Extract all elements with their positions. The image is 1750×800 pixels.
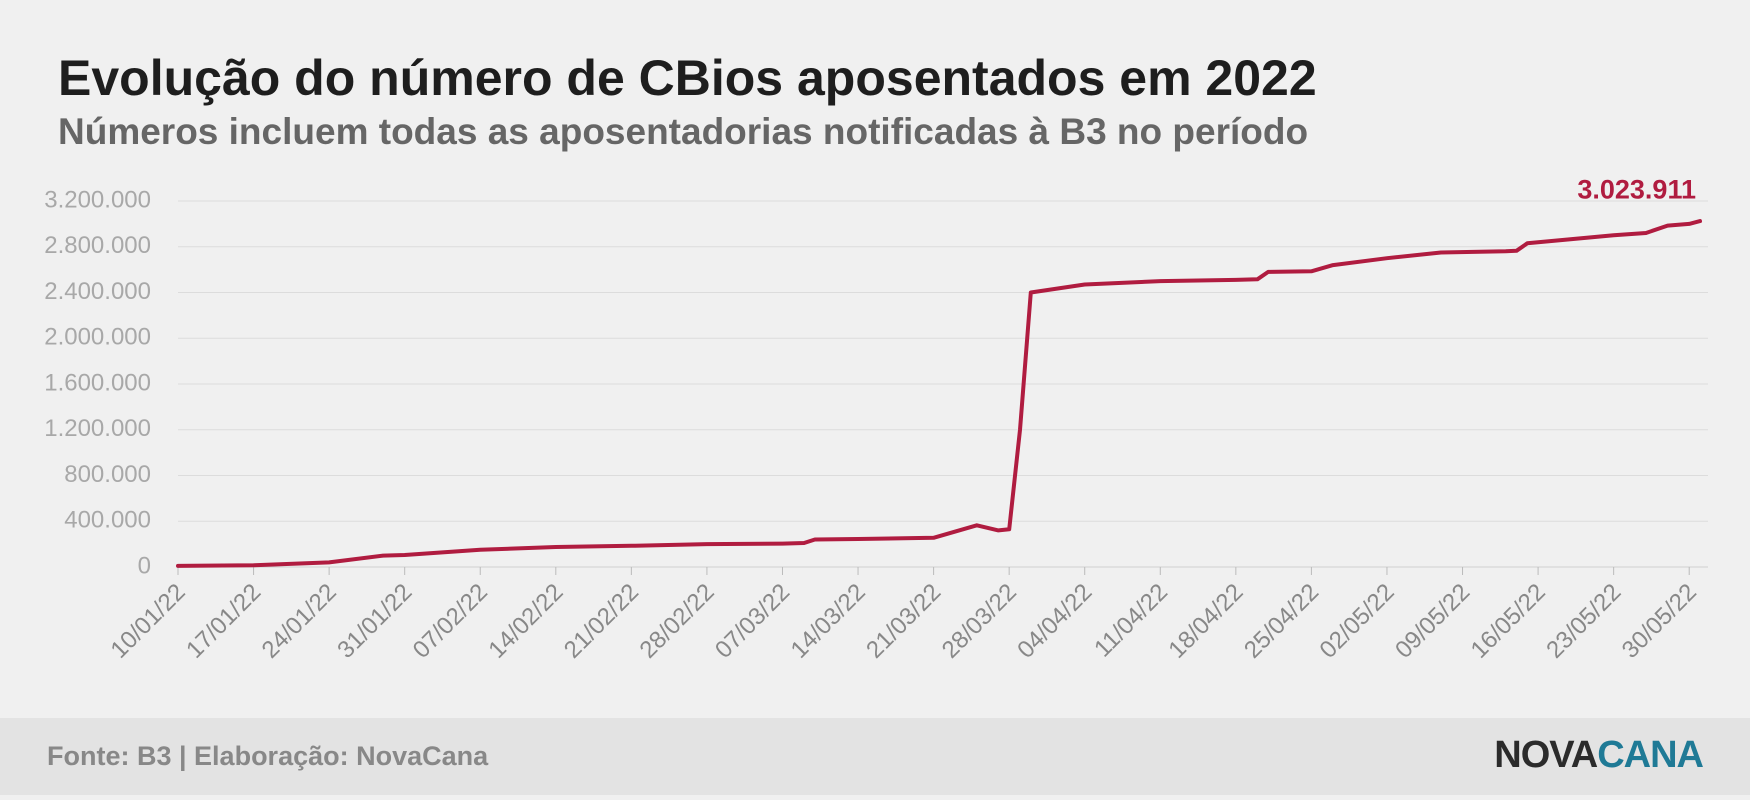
y-tick-label: 1.200.000 [44,415,151,442]
y-tick-label: 800.000 [64,461,151,488]
y-tick-label: 3.200.000 [44,186,151,213]
chart-title: Evolução do número de CBios aposentados … [58,50,1317,106]
chart-subtitle: Números incluem todas as aposentadorias … [58,111,1308,152]
y-tick-label: 2.800.000 [44,232,151,259]
footer-band [0,718,1750,795]
value-label: 3.023.911 [1577,174,1696,204]
data-line [176,219,1702,568]
logo: NOVACANA [1494,734,1703,776]
background [0,0,1750,718]
source: Fonte: B3 | Elaboração: NovaCana [47,741,489,771]
logo-part: CANA [1597,734,1703,776]
y-tick-label: 400.000 [64,507,151,534]
logo-part: NOVA [1494,734,1598,776]
y-tick-label: 0 [138,552,151,579]
y-tick-label: 2.000.000 [44,324,151,351]
y-tick-label: 1.600.000 [44,369,151,396]
y-tick-label: 2.400.000 [44,278,151,305]
